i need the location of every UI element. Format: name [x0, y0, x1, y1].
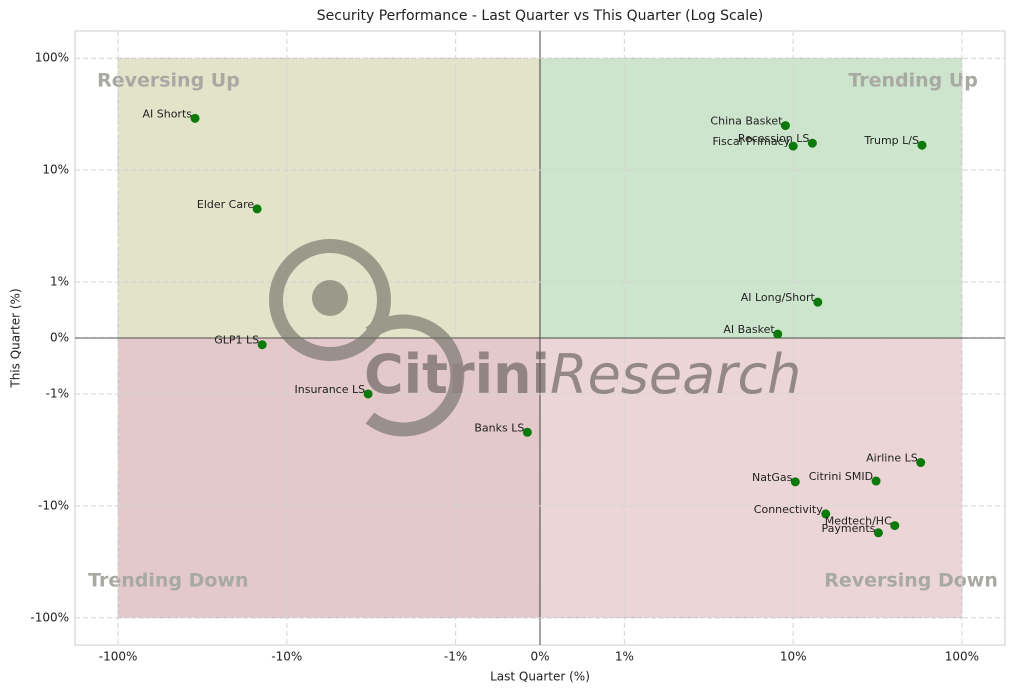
point — [788, 141, 798, 151]
regions: Reversing Up Trending Up Trending Down Reve… — [88, 57, 998, 619]
y-tick-label: 100% — [35, 51, 69, 65]
quadrant — [117, 337, 541, 619]
point-label: AI Long/Short — [741, 291, 816, 304]
x-tick-label: 100% — [945, 650, 979, 664]
point-label: NatGas — [752, 471, 793, 484]
point — [821, 509, 831, 519]
point — [890, 521, 900, 531]
x-axis-label: Last Quarter (%) — [490, 670, 590, 684]
watermark: CitriniResearch — [269, 239, 801, 437]
x-tick-label: 0% — [530, 650, 549, 664]
watermark-word: Research — [550, 343, 801, 406]
y-tick-label: -100% — [30, 610, 69, 624]
point — [813, 297, 823, 307]
point-label: Insurance LS — [295, 383, 366, 396]
point — [257, 340, 267, 350]
y-tick-label: 10% — [42, 163, 69, 177]
point-label: Banks LS — [474, 421, 524, 434]
point — [917, 140, 927, 150]
y-axis-label: This Quarter (%) — [9, 288, 23, 388]
point-label: Medtech/HC — [825, 515, 892, 528]
chart-title: Security Performance - Last Quarter vs T… — [317, 8, 763, 24]
point — [873, 528, 883, 538]
x-tick-label: -10% — [271, 650, 302, 664]
point — [773, 329, 783, 339]
point-label: AI Shorts — [142, 107, 192, 120]
logo-arc — [365, 314, 465, 437]
point — [522, 427, 532, 437]
y-tick-label: 0% — [50, 331, 69, 345]
quadrant — [539, 57, 963, 339]
watermark-word: Citrini — [364, 343, 550, 406]
point-label: Airline LS — [866, 452, 918, 465]
quadrant-label: Trending Up — [848, 70, 978, 92]
point — [807, 138, 817, 148]
quadrant-label: Reversing Down — [824, 569, 998, 591]
y-tick-label: -1% — [46, 386, 69, 400]
point — [916, 458, 926, 468]
point-label: AI Basket — [723, 323, 775, 336]
point — [252, 204, 262, 214]
x-tick-label: 1% — [615, 650, 634, 664]
point — [780, 121, 790, 131]
quadrant — [539, 337, 963, 619]
watermark-text: CitriniResearch — [364, 343, 801, 406]
point-label: Citrini SMID — [809, 470, 873, 483]
x-tick-label: 10% — [780, 650, 807, 664]
point-label: Trump L/S — [863, 134, 919, 147]
point-label: Connectivity — [754, 503, 823, 516]
y-tick-label: -10% — [38, 498, 69, 512]
quadrant-label: Reversing Up — [97, 70, 240, 92]
point-label: Fiscal Primacy — [712, 135, 790, 148]
point-label: Elder Care — [197, 198, 254, 211]
point-label: Payments — [822, 522, 876, 535]
logo-head — [312, 280, 348, 316]
point — [790, 477, 800, 487]
x-tick-label: -1% — [444, 650, 467, 664]
y-tick-label: 1% — [50, 275, 69, 289]
x-tick-label: -100% — [99, 650, 138, 664]
point-label: China Basket — [710, 115, 783, 128]
point-label: GLP1 LS — [214, 334, 259, 347]
marks: AI Shorts Elder Care GLP1 LS Insurance LS Ba… — [142, 107, 927, 538]
logo-ring — [269, 239, 391, 361]
point — [190, 113, 200, 123]
point — [871, 476, 881, 486]
point — [363, 389, 373, 399]
quadrant-label: Trending Down — [88, 569, 248, 591]
